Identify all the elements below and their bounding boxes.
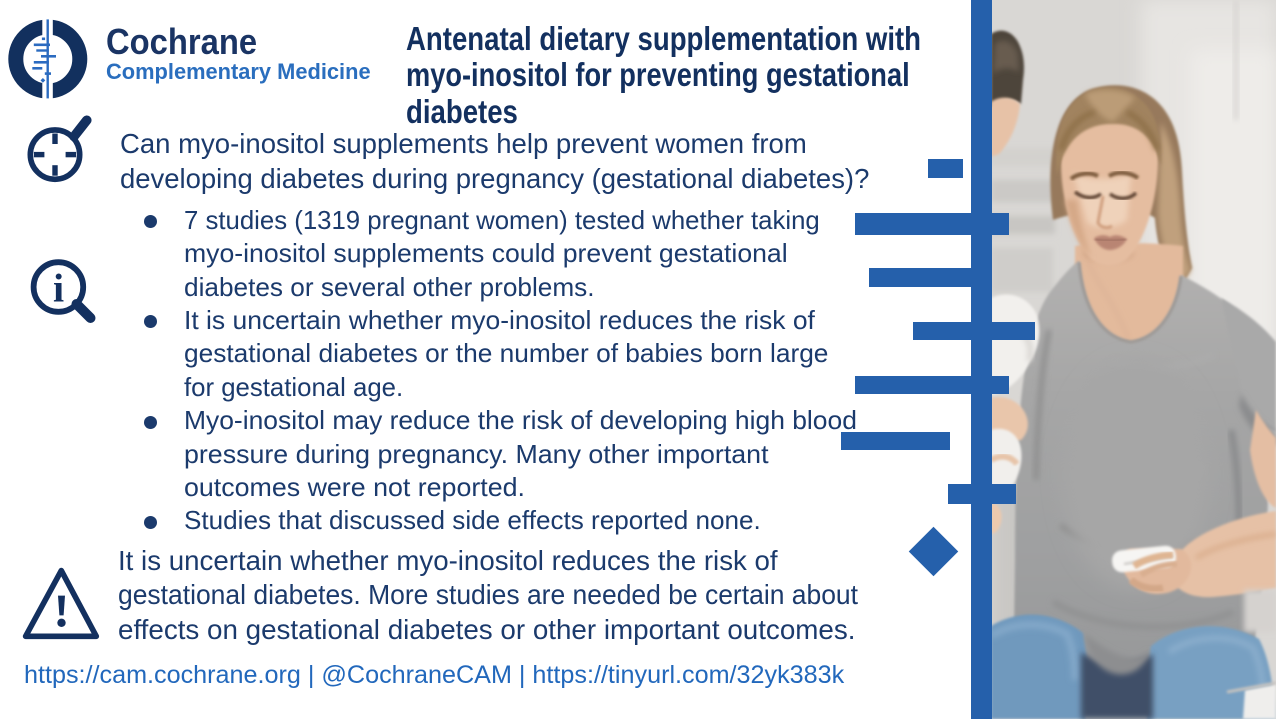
svg-text:i: i [53, 266, 64, 311]
